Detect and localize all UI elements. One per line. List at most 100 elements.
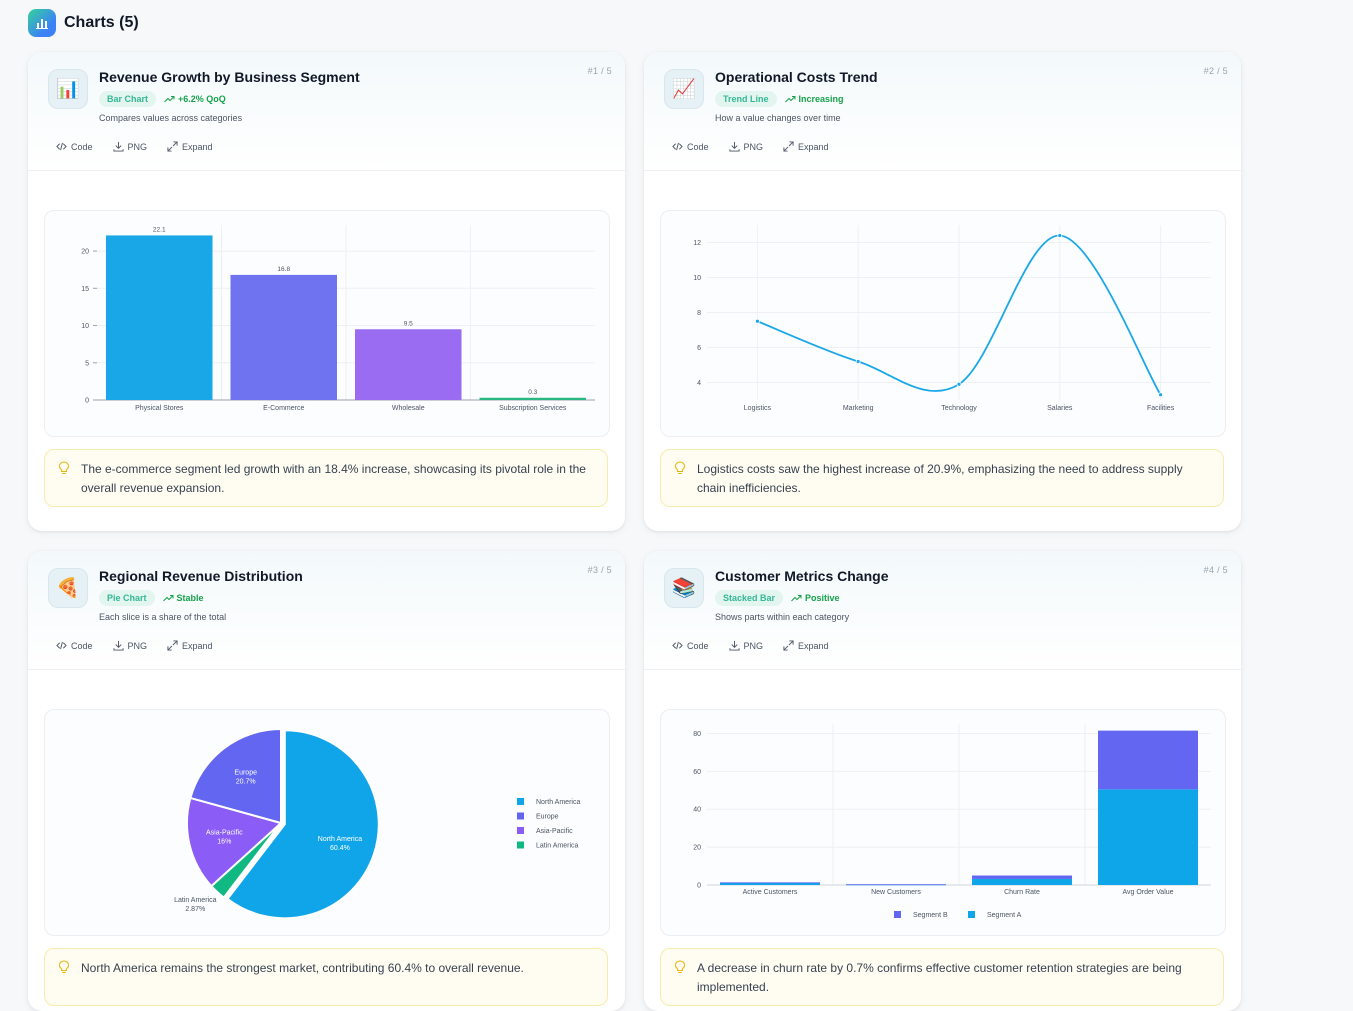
expand-label: Expand <box>798 141 829 152</box>
legend-label: Latin America <box>536 843 579 850</box>
legend-swatch <box>517 812 524 820</box>
data-point <box>755 318 760 324</box>
stacked-bar-segment <box>1098 789 1198 885</box>
bar-value-label: 16.8 <box>277 266 290 273</box>
code-label: Code <box>687 141 709 152</box>
expand-label: Expand <box>182 640 213 651</box>
card-title: Revenue Growth by Business Segment <box>99 69 360 85</box>
bar-value-label: 9.5 <box>404 320 413 327</box>
trend-badge: Positive <box>791 593 840 603</box>
legend-label: Europe <box>536 814 559 821</box>
bar <box>106 235 213 400</box>
stacked-bar-segment <box>720 882 820 885</box>
bar-value-label: 0.3 <box>528 389 537 396</box>
insight-text: A decrease in churn rate by 0.7% confirm… <box>697 961 1182 994</box>
card-toolbar: Code PNG Expand <box>672 141 829 152</box>
chart-svg: 4 6 8 10 12 Logistics Marketing Technology Salar… <box>693 225 1211 412</box>
x-tick-label: Logistics <box>744 405 772 412</box>
y-tick-label: 10 <box>81 323 89 330</box>
lightbulb-icon <box>58 960 70 973</box>
expand-icon <box>167 640 178 651</box>
y-tick-label: 0 <box>85 398 89 405</box>
bar <box>355 329 462 400</box>
y-tick-label: 5 <box>85 360 89 367</box>
png-label: PNG <box>743 141 764 152</box>
x-tick-label: Wholesale <box>392 405 425 412</box>
trend-badge: +6.2% QoQ <box>164 94 226 104</box>
download-icon <box>112 141 124 152</box>
expand-icon <box>167 141 178 152</box>
data-point <box>1158 392 1164 398</box>
stacked-bar-segment <box>972 875 1072 879</box>
trend-up-icon <box>162 595 174 602</box>
code-button[interactable]: Code <box>56 141 93 152</box>
code-button[interactable]: Code <box>56 640 93 651</box>
y-tick-label: 10 <box>693 275 701 282</box>
png-download-button[interactable]: PNG <box>112 141 147 152</box>
code-label: Code <box>687 640 709 651</box>
y-tick-label: 15 <box>81 286 89 293</box>
expand-button[interactable]: Expand <box>167 141 213 152</box>
download-icon <box>112 640 124 651</box>
bar-chart-icon <box>28 9 56 37</box>
x-tick-label: Marketing <box>843 405 874 412</box>
card-title: Operational Costs Trend <box>715 69 878 85</box>
card-title: Customer Metrics Change <box>715 568 889 584</box>
expand-button[interactable]: Expand <box>783 141 829 152</box>
chart-type-badge: Trend Line <box>715 91 777 107</box>
chart-container: 0 5 10 15 20 22.1 Physical Stores 16.8 E-Commerc… <box>44 210 610 437</box>
card-toolbar: Code PNG Expand <box>672 640 829 651</box>
pie-slice <box>186 796 284 888</box>
legend-label: Segment B <box>913 912 948 919</box>
code-icon <box>672 641 683 650</box>
card-header: 🍕 #3 / 5 Regional Revenue Distribution P… <box>28 551 625 670</box>
y-tick-label: 20 <box>81 249 89 256</box>
legend-swatch <box>517 798 524 805</box>
expand-button[interactable]: Expand <box>167 640 213 651</box>
lightbulb-icon <box>58 461 70 474</box>
legend-swatch <box>894 911 901 918</box>
insight-box: A decrease in churn rate by 0.7% confirm… <box>660 948 1224 1006</box>
trend-up-icon <box>791 595 802 602</box>
slice-label: North America <box>318 836 362 843</box>
card-index: #3 / 5 <box>587 565 612 575</box>
png-download-button[interactable]: PNG <box>728 141 764 152</box>
legend-swatch <box>517 827 524 834</box>
chart-emoji-icon: 📈 <box>664 69 704 109</box>
code-label: Code <box>71 141 93 152</box>
chart-type-badge: Stacked Bar <box>715 590 784 606</box>
insight-text: Logistics costs saw the highest increase… <box>697 462 1183 495</box>
data-point <box>956 381 962 387</box>
download-icon <box>728 141 740 152</box>
x-tick-label: Churn Rate <box>1004 889 1040 896</box>
code-button[interactable]: Code <box>672 141 709 152</box>
insight-box: North America remains the strongest mark… <box>44 948 608 1006</box>
expand-button[interactable]: Expand <box>783 640 829 651</box>
png-download-button[interactable]: PNG <box>112 640 148 651</box>
chart-card: 🍕 #3 / 5 Regional Revenue Distribution P… <box>28 551 625 1011</box>
series-line <box>757 234 1162 396</box>
y-tick-label: 0 <box>697 883 701 890</box>
png-label: PNG <box>743 640 764 651</box>
png-download-button[interactable]: PNG <box>728 640 764 651</box>
card-index: #1 / 5 <box>587 66 612 76</box>
png-label: PNG <box>127 640 148 651</box>
code-icon <box>56 142 67 151</box>
chart-svg: 0 20 40 60 80 Active Customers New Customers Ch… <box>693 724 1211 919</box>
legend-label: Asia-Pacific <box>536 828 573 835</box>
slice-value-label: 20.7% <box>236 779 256 786</box>
card-header: 📚 #4 / 5 Customer Metrics Change Stacked… <box>644 551 1241 670</box>
trend-up-icon <box>784 96 796 103</box>
code-button[interactable]: Code <box>672 640 709 651</box>
slice-value-label: 2.87% <box>185 906 205 913</box>
data-point <box>1057 233 1063 238</box>
insight-text: North America remains the strongest mark… <box>81 961 524 975</box>
x-tick-label: New Customers <box>871 889 921 896</box>
data-point <box>855 359 861 364</box>
card-title: Regional Revenue Distribution <box>99 568 303 584</box>
slice-value-label: 16% <box>217 838 231 845</box>
chart-card: 📚 #4 / 5 Customer Metrics Change Stacked… <box>644 551 1241 1011</box>
chart-container: North America 60.4% Latin America 2.87% Asia… <box>44 709 610 936</box>
chart-card: 📊 #1 / 5 Revenue Growth by Business Segm… <box>28 52 625 531</box>
legend-swatch <box>968 911 975 918</box>
